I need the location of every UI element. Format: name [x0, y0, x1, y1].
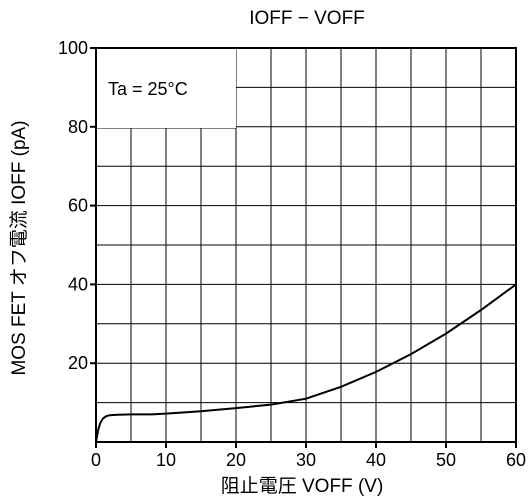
x-tick-label: 60 — [506, 450, 526, 470]
y-tick-label: 100 — [58, 38, 88, 58]
x-tick-label: 10 — [156, 450, 176, 470]
y-tick-label: 40 — [68, 274, 88, 294]
x-tick-label: 30 — [296, 450, 316, 470]
x-axis-label: 阻止電圧 VOFF (V) — [221, 475, 384, 497]
x-tick-label: 40 — [366, 450, 386, 470]
x-tick-label: 20 — [226, 450, 246, 470]
y-tick-label: 80 — [68, 117, 88, 137]
ticks: 0 10 20 30 40 50 60 20 40 60 80 100 — [58, 38, 526, 470]
annotation-text: Ta = 25°C — [108, 79, 188, 99]
x-tick-label: 0 — [91, 450, 101, 470]
chart-title: IOFF − VOFF — [249, 8, 365, 29]
series-line — [95, 283, 517, 443]
y-tick-label: 60 — [68, 196, 88, 216]
y-tick-label: 20 — [68, 353, 88, 373]
y-axis-label: MOS FET オフ電流 IOFF (pA) — [8, 120, 30, 375]
grid — [96, 48, 516, 442]
x-tick-label: 50 — [436, 450, 456, 470]
annotation-box — [96, 48, 236, 128]
